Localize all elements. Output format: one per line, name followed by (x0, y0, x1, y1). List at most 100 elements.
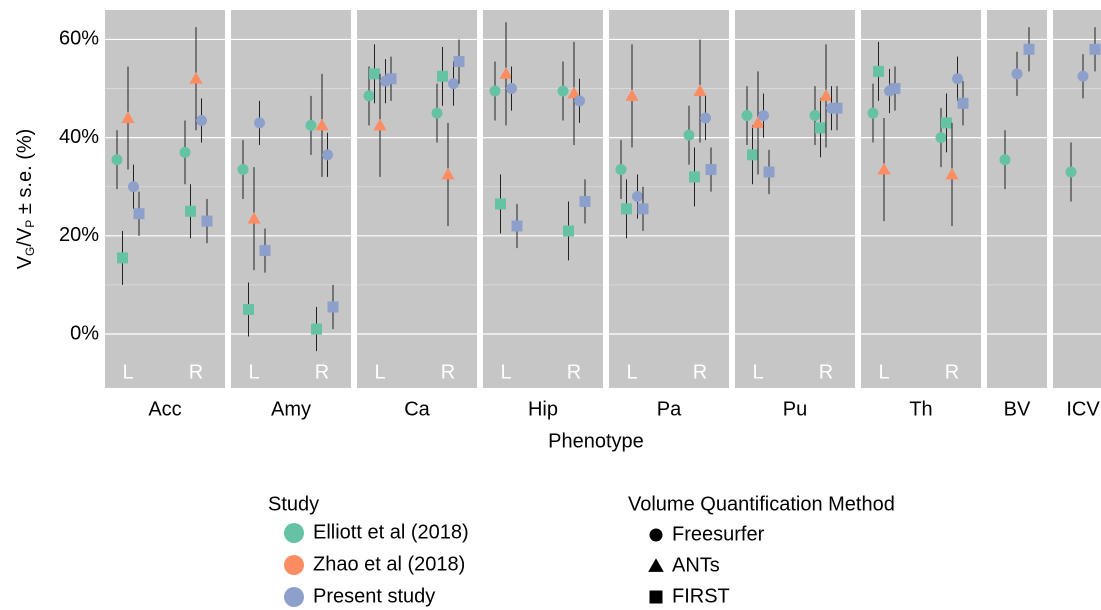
data-point (1011, 68, 1023, 80)
data-point (179, 146, 191, 158)
legend-title: Study (268, 493, 319, 515)
data-point (196, 114, 207, 126)
panel-label: L (374, 361, 385, 383)
data-point (889, 83, 901, 95)
panel-label: L (500, 361, 511, 383)
data-point (495, 198, 506, 210)
data-point (747, 149, 758, 161)
panel-label: L (752, 361, 763, 383)
data-point (952, 73, 963, 85)
data-point (741, 110, 753, 122)
data-point (121, 111, 135, 123)
data-point (945, 167, 959, 180)
y-axis-title-part: G (23, 247, 37, 256)
data-point (751, 116, 765, 128)
panel-label: R (441, 361, 455, 383)
data-point (563, 225, 574, 237)
legend-shape (649, 528, 663, 542)
data-point (453, 56, 465, 68)
facet-label: ICV (1066, 398, 1100, 420)
legend-swatch (284, 587, 304, 607)
facet-panel (735, 10, 855, 388)
data-point (957, 97, 969, 109)
facet-label: Acc (148, 398, 181, 420)
facet-label: Th (909, 398, 932, 420)
data-point (511, 220, 523, 232)
data-point (873, 65, 884, 77)
y-tick-label: 40% (59, 126, 99, 148)
y-axis-title-part: /V (14, 227, 36, 247)
panel-label: R (315, 361, 329, 383)
legend-label: FIRST (672, 585, 730, 607)
data-point (441, 167, 455, 180)
legend-swatch (284, 555, 304, 575)
facet-panel (105, 10, 225, 388)
data-point (693, 84, 707, 96)
data-point (1089, 43, 1101, 55)
panel-label: R (819, 361, 833, 383)
facet-label: BV (1004, 398, 1031, 420)
legend-label: Zhao et al (2018) (313, 553, 465, 575)
data-point (683, 129, 695, 141)
data-point (254, 117, 265, 129)
data-point (373, 118, 387, 131)
data-point (315, 118, 329, 131)
data-point (369, 68, 380, 80)
panel-label: R (693, 361, 707, 383)
data-point (615, 164, 627, 176)
data-point (625, 89, 639, 101)
data-point (259, 245, 271, 257)
facet-label: Ca (404, 398, 430, 420)
y-tick-label: 20% (59, 224, 99, 246)
data-point (311, 323, 322, 335)
data-point (1023, 43, 1035, 55)
data-point (1077, 70, 1089, 82)
data-point (574, 95, 585, 107)
data-point (867, 107, 879, 119)
data-point (489, 85, 501, 97)
legend-title: Volume Quantification Method (628, 493, 895, 515)
data-point (567, 86, 581, 99)
y-axis-title-part: ± s.e. (%) (14, 129, 36, 220)
legend-label: Freesurfer (672, 523, 765, 545)
data-point (185, 205, 196, 217)
panel-label: L (626, 361, 637, 383)
facet-panel (231, 10, 351, 388)
data-point (117, 252, 128, 264)
facet-label: Pu (783, 398, 807, 420)
data-point (133, 208, 145, 220)
data-point (700, 112, 711, 124)
data-point (579, 195, 591, 207)
data-point (637, 203, 649, 215)
legend-label: Present study (313, 585, 435, 607)
y-tick-label: 60% (59, 28, 99, 50)
data-point (999, 154, 1011, 166)
legend-shape (649, 590, 663, 604)
data-point (305, 119, 317, 131)
x-axis-title: Phenotype (548, 430, 644, 452)
data-point (506, 83, 517, 95)
panel-label: R (567, 361, 581, 383)
data-point (819, 89, 833, 101)
data-point (128, 181, 139, 193)
data-point (247, 212, 261, 224)
data-point (437, 70, 448, 82)
data-point (557, 85, 569, 97)
data-point (322, 149, 333, 161)
data-point (877, 162, 891, 175)
legend-label: ANTs (672, 554, 720, 576)
legend-shape (648, 558, 664, 572)
facet-label: Pa (657, 398, 682, 420)
data-point (327, 301, 339, 313)
data-point (935, 132, 947, 144)
data-point (431, 107, 443, 119)
data-point (243, 303, 254, 315)
data-point (941, 117, 952, 129)
panel-label: L (122, 361, 133, 383)
data-point (448, 78, 459, 90)
data-point (705, 164, 717, 176)
y-axis-title-part: V (14, 255, 36, 269)
legend-swatch (284, 523, 304, 543)
data-point (632, 191, 643, 203)
